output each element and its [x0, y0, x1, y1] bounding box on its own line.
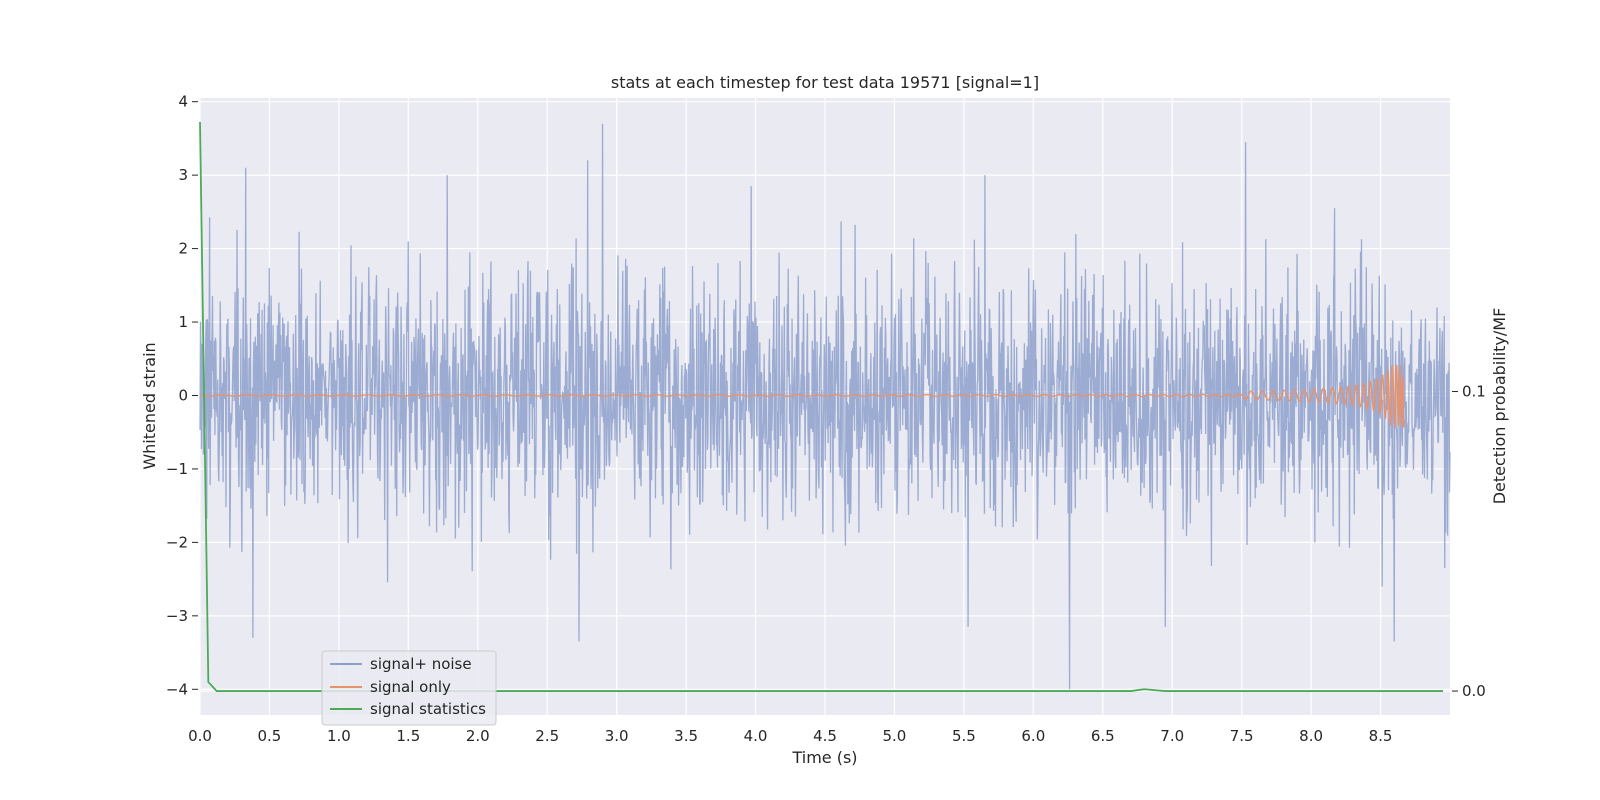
x-tick-label: 6.5 — [1091, 727, 1115, 745]
x-tick-label: 1.5 — [396, 727, 420, 745]
x-tick-label: 7.0 — [1160, 727, 1184, 745]
y-right-axis-ticks: 0.1 0.0 — [1452, 383, 1486, 700]
y-tick-label: 0 — [178, 386, 188, 404]
x-tick-label: 4.5 — [813, 727, 837, 745]
y-tick-label: 3 — [178, 166, 188, 184]
x-tick-label: 3.0 — [605, 727, 629, 745]
x-tick-label: 1.0 — [327, 727, 351, 745]
legend-label-signal-statistics: signal statistics — [370, 700, 486, 718]
y-tick-label: −3 — [166, 607, 188, 625]
signal-noise-line — [199, 123, 1451, 690]
series-signal-noise — [199, 123, 1451, 690]
x-tick-label: 8.5 — [1369, 727, 1393, 745]
y-tick-label: −4 — [166, 680, 188, 698]
x-tick-label: 5.0 — [883, 727, 907, 745]
y-right-tick-label: 0.0 — [1462, 682, 1486, 700]
x-tick-label: 3.5 — [674, 727, 698, 745]
x-tick-label: 4.0 — [744, 727, 768, 745]
y-axis-label: Whitened strain — [140, 342, 159, 469]
y-tick-label: 1 — [178, 313, 188, 331]
signal-statistics-line — [199, 121, 1444, 692]
y-right-tick-label: 0.1 — [1462, 383, 1486, 401]
legend-label-signal-noise: signal+ noise — [370, 655, 472, 673]
y-right-axis-label: Detection probability/MF — [1490, 308, 1509, 505]
x-axis-ticks: 0.0 0.5 1.0 1.5 2.0 2.5 3.0 3.5 4.0 4.5 5.0 5.5 6.0 6… — [188, 727, 1392, 745]
x-tick-label: 2.5 — [535, 727, 559, 745]
x-tick-label: 5.5 — [952, 727, 976, 745]
series-signal-only — [199, 364, 1405, 428]
y-tick-label: 2 — [178, 240, 188, 258]
legend-box — [321, 650, 497, 726]
y-tick-label: −1 — [166, 460, 188, 478]
x-tick-label: 0.5 — [258, 727, 282, 745]
x-tick-label: 6.0 — [1021, 727, 1045, 745]
x-axis-label: Time (s) — [791, 748, 857, 767]
y-axis-ticks: 4 3 2 1 0 −1 −2 −3 −4 — [166, 93, 198, 698]
legend-label-signal-only: signal only — [370, 678, 451, 696]
x-tick-label: 0.0 — [188, 727, 212, 745]
signal-only-line — [199, 364, 1405, 428]
chart-title: stats at each timestep for test data 195… — [611, 73, 1039, 92]
x-tick-label: 8.0 — [1299, 727, 1323, 745]
x-tick-label: 7.5 — [1230, 727, 1254, 745]
legend: signal+ noise signal only signal statist… — [321, 650, 497, 726]
y-tick-label: 4 — [178, 93, 188, 111]
x-tick-label: 2.0 — [466, 727, 490, 745]
series-signal-statistics — [199, 121, 1444, 692]
y-tick-label: −2 — [166, 533, 188, 551]
